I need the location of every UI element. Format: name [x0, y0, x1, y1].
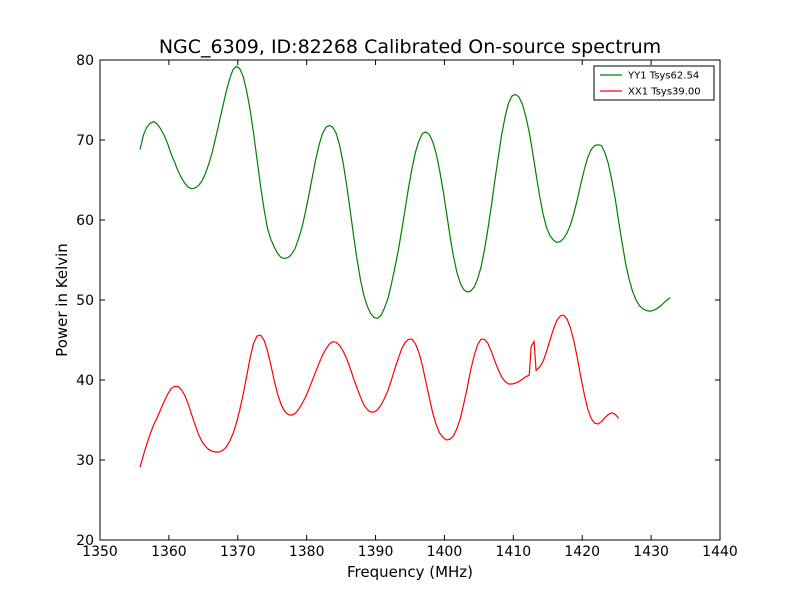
y-tick-label: 80: [76, 53, 94, 69]
x-tick-label: 1400: [427, 544, 463, 560]
x-tick-label: 1380: [289, 544, 325, 560]
x-tick-label: 1410: [496, 544, 532, 560]
y-tick-label: 50: [76, 293, 94, 309]
x-axis-label: Frequency (MHz): [347, 563, 473, 581]
y-tick-label: 20: [76, 533, 94, 549]
x-tick-label: 1360: [151, 544, 187, 560]
y-tick-label: 70: [76, 133, 94, 149]
x-tick-label: 1350: [82, 544, 118, 560]
series-line-1: [139, 314, 620, 468]
x-axis: 1350 1360 1370 1380 1390 1400 1410 1420 1430 1440: [82, 60, 738, 560]
y-tick-label: 40: [76, 373, 94, 389]
x-tick-label: 1390: [358, 544, 394, 560]
legend-label-yy1: YY1 Tsys62.54: [627, 71, 699, 82]
plot-frame: [99, 59, 721, 541]
y-tick-label: 60: [76, 213, 94, 229]
y-tick-label: 30: [76, 453, 94, 469]
legend: YY1 Tsys62.54 XX1 Tsys39.00: [593, 65, 715, 101]
x-tick-label: 1430: [633, 544, 669, 560]
series-layer: [139, 65, 671, 468]
legend-label-xx1: XX1 Tsys39.00: [628, 87, 701, 98]
x-tick-label: 1370: [220, 544, 256, 560]
y-axis: 20 30 40 50 60 70 80: [76, 53, 720, 549]
x-tick-label: 1440: [702, 544, 738, 560]
chart-title: NGC_6309, ID:82268 Calibrated On-source …: [159, 36, 661, 58]
y-axis-label: Power in Kelvin: [53, 243, 71, 357]
x-tick-label: 1420: [564, 544, 600, 560]
legend-box: [593, 65, 715, 101]
series-line-0: [139, 65, 671, 320]
